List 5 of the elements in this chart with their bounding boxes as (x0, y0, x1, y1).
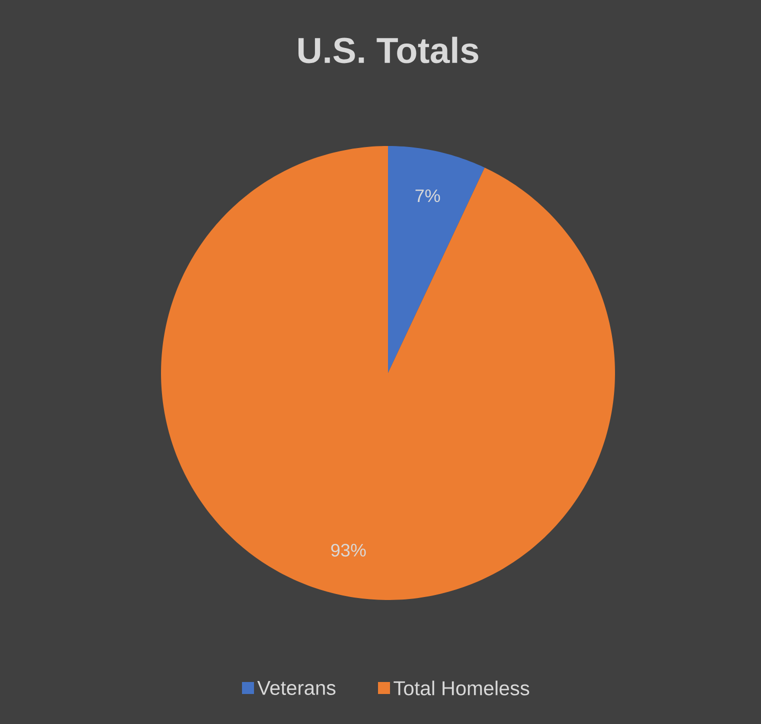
data-label: 93% (331, 544, 366, 557)
chart-title: U.S. Totals (298, 36, 478, 64)
data-label: 7% (416, 189, 440, 202)
legend-label: Total Homeless (394, 680, 530, 696)
legend-label: Veterans (257, 681, 336, 695)
